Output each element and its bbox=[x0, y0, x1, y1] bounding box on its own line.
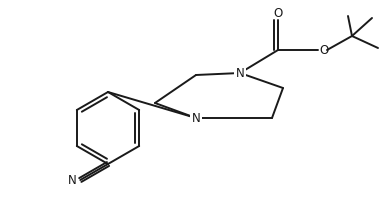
Text: N: N bbox=[236, 66, 244, 80]
Text: N: N bbox=[192, 111, 200, 124]
Text: N: N bbox=[68, 174, 77, 187]
Text: O: O bbox=[319, 44, 328, 56]
Text: O: O bbox=[273, 7, 283, 19]
